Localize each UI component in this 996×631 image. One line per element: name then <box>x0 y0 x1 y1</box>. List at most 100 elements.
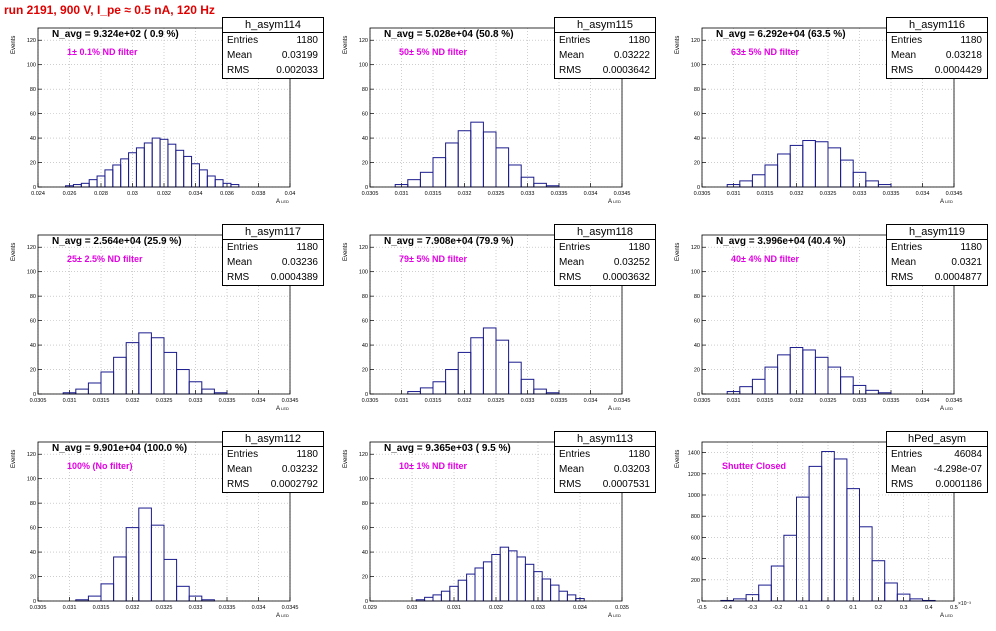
histogram-bar <box>796 496 810 602</box>
x-tick-label: 0.034 <box>916 191 930 197</box>
histogram-panel: 0 20 40 60 80 100 120 0.0305 0.031 0.0315 0.032 0.0… <box>0 424 332 631</box>
histogram-bar <box>150 524 165 602</box>
y-tick-label: 20 <box>30 368 36 374</box>
x-tick-label: 0.0345 <box>946 398 963 404</box>
x-axis-symbol: A <box>940 406 945 412</box>
y-tick-label: 20 <box>694 368 700 374</box>
n-avg-label: N_avg = 9.365e+03 ( 9.5 %) <box>384 443 511 454</box>
x-tick-label: 0.0325 <box>488 191 505 197</box>
x-tick-label: 0.0325 <box>156 605 173 611</box>
y-tick-label: 0 <box>697 599 700 605</box>
y-tick-label: 100 <box>691 63 700 69</box>
stats-row-rms: RMS 0.002033 <box>223 63 323 78</box>
x-tick-label: 0.029 <box>363 605 377 611</box>
filter-label: 10± 1% ND filter <box>399 461 467 471</box>
y-tick-label: 1000 <box>688 493 700 499</box>
x-tick-label: 0.0305 <box>362 398 379 404</box>
stats-label-entries: Entries <box>227 242 259 253</box>
x-tick-label: 0.03 <box>407 605 418 611</box>
histogram-bar <box>884 582 898 602</box>
histogram-panel: 0 20 40 60 80 100 120 0.0305 0.031 0.0315 0.032 0.0… <box>0 217 332 424</box>
y-tick-label: 40 <box>30 550 36 556</box>
histogram-bar <box>163 558 178 602</box>
stats-label-entries: Entries <box>227 449 259 460</box>
histogram-bar <box>495 339 510 395</box>
stats-label-entries: Entries <box>891 242 923 253</box>
stats-label-rms: RMS <box>559 479 582 490</box>
y-tick-label: 20 <box>694 161 700 167</box>
histogram-plot: 0 20 40 60 80 100 120 0.0305 0.031 0.0315 0.032 0.0… <box>691 234 963 404</box>
stats-row-rms: RMS 0.0004389 <box>223 270 323 285</box>
y-axis-title: Events <box>343 449 349 468</box>
histogram-bar <box>827 366 842 395</box>
x-tick-label: 0.0335 <box>551 191 568 197</box>
x-tick-label: 0.0335 <box>219 398 236 404</box>
stats-histogram-name: h_asym116 <box>887 18 987 33</box>
y-tick-label: 1400 <box>688 451 700 457</box>
histogram-bar <box>87 595 102 602</box>
x-axis-subscript: LED <box>280 613 289 618</box>
y-tick-label: 120 <box>359 38 368 44</box>
y-tick-label: 80 <box>362 87 368 93</box>
y-tick-label: 120 <box>691 245 700 251</box>
x-tick-label: 0 <box>826 605 829 611</box>
filter-label: Shutter Closed <box>722 461 787 471</box>
stats-value-mean: 0.03203 <box>613 464 650 475</box>
histogram-plot: 0 20 40 60 80 100 120 0.029 0.03 0.031 0.032 0.033 0… <box>359 441 629 611</box>
n-avg-label: N_avg = 5.028e+04 (50.8 %) <box>384 29 514 40</box>
stats-label-rms: RMS <box>227 65 250 76</box>
stats-label-rms: RMS <box>891 65 914 76</box>
x-tick-label: 0.036 <box>220 191 234 197</box>
histogram-bar <box>214 179 224 188</box>
stats-label-entries: Entries <box>891 35 923 46</box>
x-tick-label: 0.031 <box>447 605 461 611</box>
x-tick-label: 0.3 <box>900 605 908 611</box>
y-axis-title: Events <box>343 242 349 261</box>
x-axis-symbol: A <box>276 199 281 205</box>
filter-label: 1± 0.1% ND filter <box>67 47 138 57</box>
stats-value-mean: 0.03199 <box>281 50 318 61</box>
y-axis-title: Events <box>11 35 17 54</box>
y-axis-title: Events <box>675 449 681 468</box>
histogram-bar <box>474 567 484 602</box>
stats-box: hPed_asym Entries 46084 Mean -4.298e-07 RMS 0.… <box>886 431 988 493</box>
x-tick-label: 0.032 <box>790 398 804 404</box>
y-tick-label: 400 <box>691 557 700 563</box>
histogram-bar <box>113 556 127 602</box>
histogram-bar <box>840 376 854 395</box>
stats-box: h_asym113 Entries 1180 Mean 0.03203 RMS 0.0007… <box>554 431 656 493</box>
histogram-bar <box>457 579 468 602</box>
stats-histogram-name: h_asym112 <box>223 432 323 447</box>
stats-value-rms: 0.0004389 <box>270 272 318 283</box>
filter-label: 63± 5% ND filter <box>731 47 799 57</box>
x-tick-label: 0.0325 <box>156 398 173 404</box>
x-axis-title: A LED <box>276 613 289 619</box>
y-tick-label: 100 <box>359 270 368 276</box>
x-tick-label: 0.0315 <box>93 605 110 611</box>
stats-value-rms: 0.0003632 <box>602 272 650 283</box>
x-tick-label: 0.0325 <box>820 191 837 197</box>
x-tick-label: 0.5 <box>950 605 958 611</box>
stats-row-mean: Mean 0.03232 <box>223 462 323 477</box>
x-tick-label: 0.0315 <box>757 398 774 404</box>
x-tick-label: 0.0305 <box>30 605 47 611</box>
histogram-bar <box>840 159 854 188</box>
histogram-bar <box>516 556 526 602</box>
x-tick-label: 0.2 <box>875 605 883 611</box>
x-tick-label: 0.026 <box>63 191 77 197</box>
stats-label-entries: Entries <box>559 449 591 460</box>
x-axis-subscript: LED <box>944 199 953 204</box>
histogram-bar <box>112 164 122 188</box>
plot-frame <box>701 27 955 188</box>
histogram-bar <box>495 147 510 188</box>
histogram-bar <box>865 180 879 188</box>
histogram-plot: 0 20 40 60 80 100 120 0.0305 0.031 0.0315 0.032 0.0… <box>27 441 298 611</box>
x-axis-title: A LED <box>608 406 621 412</box>
histogram-bar <box>176 369 190 395</box>
y-tick-label: 20 <box>362 161 368 167</box>
histogram-bar <box>470 121 484 188</box>
x-axis-title: A LED <box>276 199 289 205</box>
histogram-bar <box>432 157 447 188</box>
y-tick-label: 40 <box>694 136 700 142</box>
stats-value-entries: 1180 <box>960 35 982 46</box>
